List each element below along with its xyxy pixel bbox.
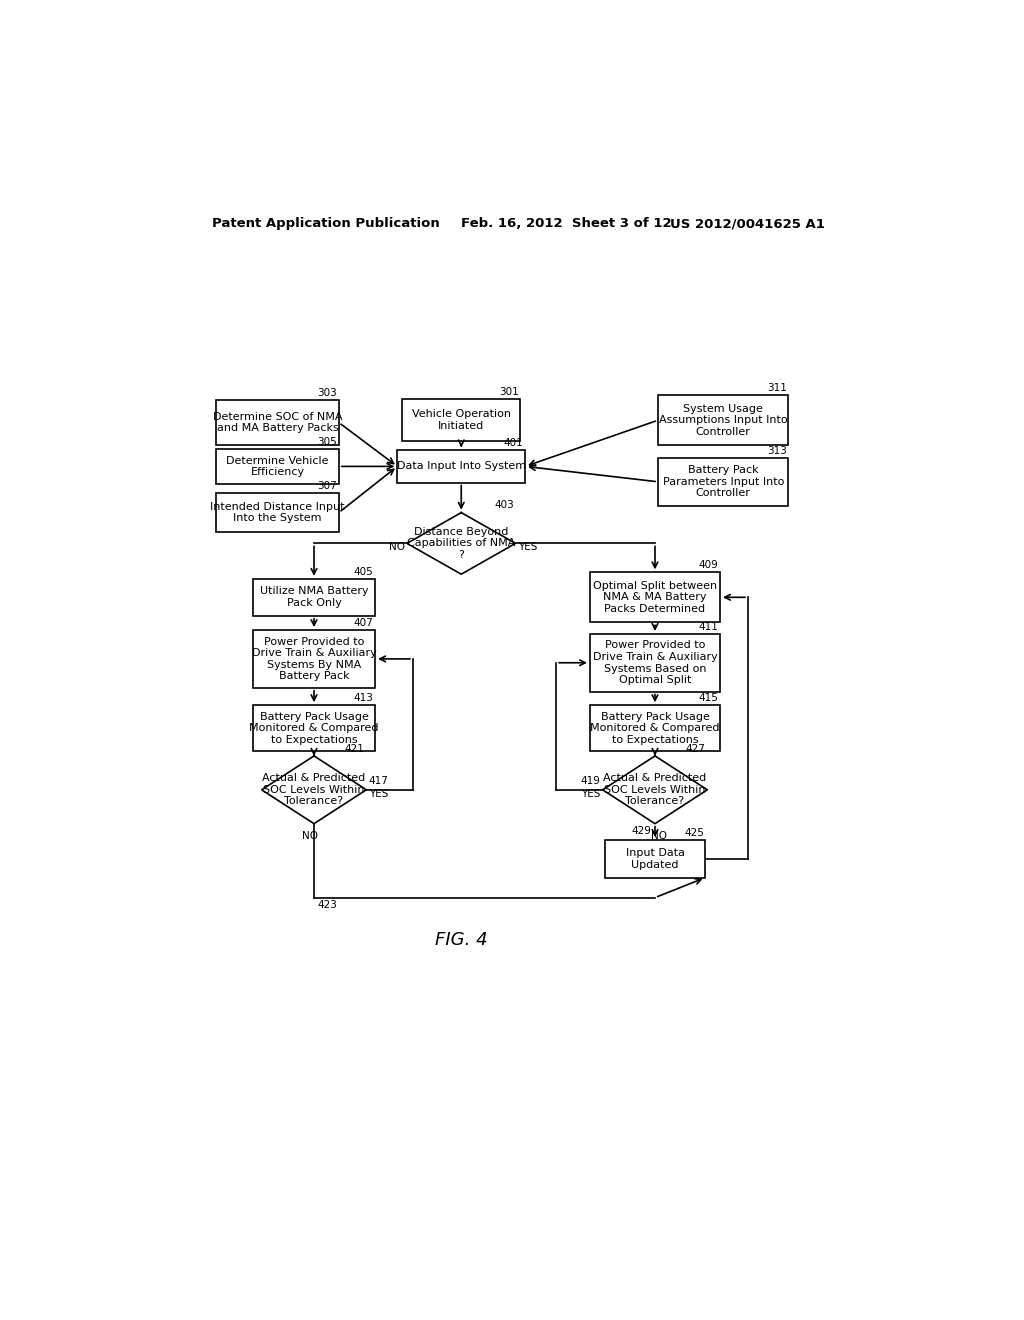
Text: Power Provided to
Drive Train & Auxiliary
Systems By NMA
Battery Pack: Power Provided to Drive Train & Auxiliar… bbox=[252, 636, 377, 681]
Text: 405: 405 bbox=[354, 566, 374, 577]
Text: YES: YES bbox=[369, 788, 388, 799]
Text: 409: 409 bbox=[698, 560, 719, 570]
Text: YES: YES bbox=[581, 788, 600, 799]
Text: 425: 425 bbox=[684, 828, 703, 837]
Text: Input Data
Updated: Input Data Updated bbox=[626, 849, 684, 870]
Text: Determine Vehicle
Efficiency: Determine Vehicle Efficiency bbox=[226, 455, 329, 478]
Text: 429: 429 bbox=[631, 826, 651, 836]
Text: NO: NO bbox=[302, 832, 318, 841]
Text: 415: 415 bbox=[698, 693, 719, 702]
Text: 419: 419 bbox=[581, 776, 600, 785]
Bar bbox=[590, 573, 720, 622]
Text: 307: 307 bbox=[317, 480, 337, 491]
Text: 401: 401 bbox=[504, 438, 523, 447]
Text: 403: 403 bbox=[495, 500, 514, 511]
Text: US 2012/0041625 A1: US 2012/0041625 A1 bbox=[671, 218, 825, 231]
Text: Battery Pack
Parameters Input Into
Controller: Battery Pack Parameters Input Into Contr… bbox=[663, 465, 784, 499]
Text: 413: 413 bbox=[354, 693, 374, 702]
Bar bbox=[658, 458, 788, 506]
Text: 417: 417 bbox=[369, 776, 388, 785]
Text: 303: 303 bbox=[317, 388, 337, 397]
Text: 411: 411 bbox=[698, 622, 719, 631]
Text: 311: 311 bbox=[767, 383, 786, 393]
Text: Actual & Predicted
SOC Levels Within
Tolerance?: Actual & Predicted SOC Levels Within Tol… bbox=[603, 774, 707, 807]
Text: Battery Pack Usage
Monitored & Compared
to Expectations: Battery Pack Usage Monitored & Compared … bbox=[590, 711, 720, 744]
Text: Data Input Into System: Data Input Into System bbox=[396, 462, 525, 471]
Text: 421: 421 bbox=[345, 743, 365, 754]
Bar bbox=[253, 578, 375, 615]
Text: 313: 313 bbox=[767, 446, 786, 455]
Text: Utilize NMA Battery
Pack Only: Utilize NMA Battery Pack Only bbox=[260, 586, 369, 609]
Text: Actual & Predicted
SOC Levels Within
Tolerance?: Actual & Predicted SOC Levels Within Tol… bbox=[262, 774, 366, 807]
Text: 407: 407 bbox=[354, 618, 374, 628]
Text: Battery Pack Usage
Monitored & Compared
to Expectations: Battery Pack Usage Monitored & Compared … bbox=[249, 711, 379, 744]
Text: Optimal Split between
NMA & MA Battery
Packs Determined: Optimal Split between NMA & MA Battery P… bbox=[593, 581, 717, 614]
Bar bbox=[253, 705, 375, 751]
Text: System Usage
Assumptions Input Into
Controller: System Usage Assumptions Input Into Cont… bbox=[658, 404, 787, 437]
Text: NO: NO bbox=[389, 543, 404, 552]
Bar bbox=[397, 450, 525, 483]
Text: NO: NO bbox=[651, 832, 667, 841]
Text: 305: 305 bbox=[317, 437, 337, 446]
Text: YES: YES bbox=[518, 543, 538, 552]
Text: Distance Beyond
Capabilities of NMA
?: Distance Beyond Capabilities of NMA ? bbox=[408, 527, 515, 560]
Text: 301: 301 bbox=[499, 387, 518, 397]
Bar bbox=[402, 399, 520, 441]
Bar bbox=[216, 449, 339, 483]
Bar bbox=[216, 400, 339, 445]
Text: Patent Application Publication: Patent Application Publication bbox=[212, 218, 439, 231]
Text: Power Provided to
Drive Train & Auxiliary
Systems Based on
Optimal Split: Power Provided to Drive Train & Auxiliar… bbox=[593, 640, 718, 685]
Text: 423: 423 bbox=[317, 900, 338, 909]
Text: FIG. 4: FIG. 4 bbox=[435, 931, 487, 949]
Bar bbox=[590, 634, 720, 692]
Bar bbox=[216, 494, 339, 532]
Text: Intended Distance Input
Into the System: Intended Distance Input Into the System bbox=[210, 502, 345, 524]
Bar bbox=[590, 705, 720, 751]
Bar bbox=[658, 395, 788, 445]
Bar bbox=[253, 630, 375, 688]
Text: Vehicle Operation
Initiated: Vehicle Operation Initiated bbox=[412, 409, 511, 432]
Bar bbox=[604, 840, 706, 878]
Text: 427: 427 bbox=[686, 743, 706, 754]
Text: Feb. 16, 2012  Sheet 3 of 12: Feb. 16, 2012 Sheet 3 of 12 bbox=[461, 218, 672, 231]
Text: Determine SOC of NMA
and MA Battery Packs: Determine SOC of NMA and MA Battery Pack… bbox=[213, 412, 342, 433]
